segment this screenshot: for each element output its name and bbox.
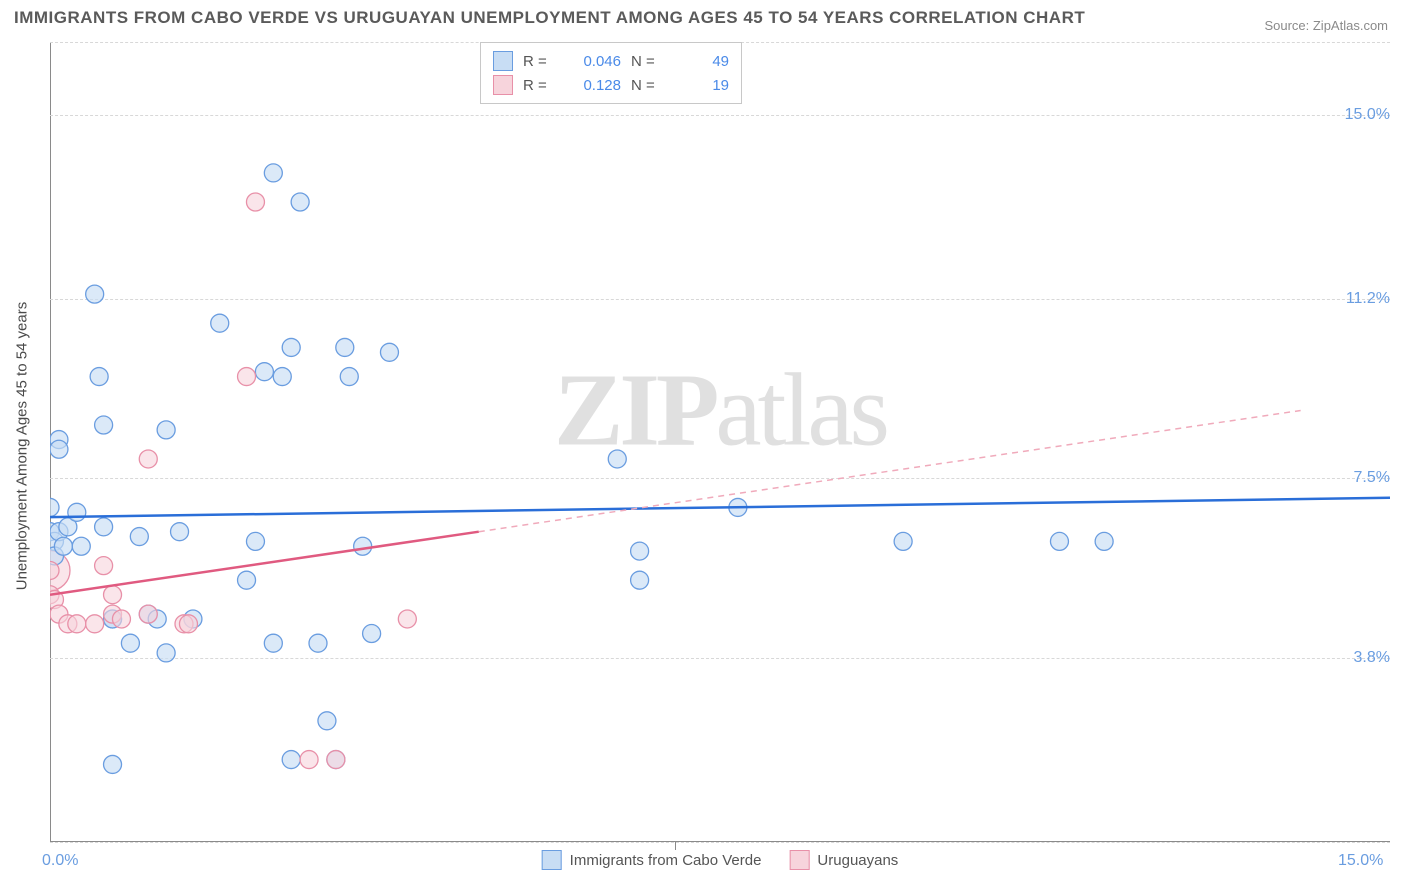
y-tick-label: 7.5% [1354,469,1390,487]
watermark-zip: ZIP [554,353,715,468]
n-value: 19 [671,77,729,94]
y-axis-label: Unemployment Among Ages 45 to 54 years [14,236,31,656]
swatch-blue-icon [542,850,562,870]
n-label: N = [631,53,661,70]
chart-title: IMMIGRANTS FROM CABO VERDE VS URUGUAYAN … [14,8,1085,28]
watermark: ZIPatlas [554,351,886,470]
r-label: R = [523,77,553,94]
n-value: 49 [671,53,729,70]
swatch-pink-icon [493,75,513,95]
y-tick-label: 15.0% [1345,106,1390,124]
gridline-h [50,115,1390,116]
legend-stats-row: R = 0.128 N = 19 [493,73,729,97]
x-tick-label: 15.0% [1338,852,1383,870]
r-value: 0.128 [563,77,621,94]
plot-area: ZIPatlas 3.8%7.5%11.2%15.0% 0.0%15.0% R … [50,42,1390,842]
r-label: R = [523,53,553,70]
legend-item-blue: Immigrants from Cabo Verde [542,850,762,870]
legend-pink-label: Uruguayans [817,852,898,869]
gridline-h [50,842,1390,843]
scatter-svg [50,42,1390,842]
correlation-legend: R = 0.046 N = 49 R = 0.128 N = 19 [480,42,742,104]
swatch-pink-icon [789,850,809,870]
gridline-h [50,658,1390,659]
legend-stats-row: R = 0.046 N = 49 [493,49,729,73]
r-value: 0.046 [563,53,621,70]
source-label: Source: ZipAtlas.com [1264,18,1388,33]
x-tick-label: 0.0% [42,852,78,870]
x-tick-mark [675,842,676,850]
swatch-blue-icon [493,51,513,71]
y-tick-label: 3.8% [1354,649,1390,667]
legend-item-pink: Uruguayans [789,850,898,870]
y-tick-label: 11.2% [1346,290,1390,308]
legend-blue-label: Immigrants from Cabo Verde [570,852,762,869]
y-axis-line [50,42,51,842]
watermark-atlas: atlas [715,353,886,468]
gridline-h [50,299,1390,300]
n-label: N = [631,77,661,94]
series-legend: Immigrants from Cabo Verde Uruguayans [542,850,899,870]
gridline-h [50,478,1390,479]
